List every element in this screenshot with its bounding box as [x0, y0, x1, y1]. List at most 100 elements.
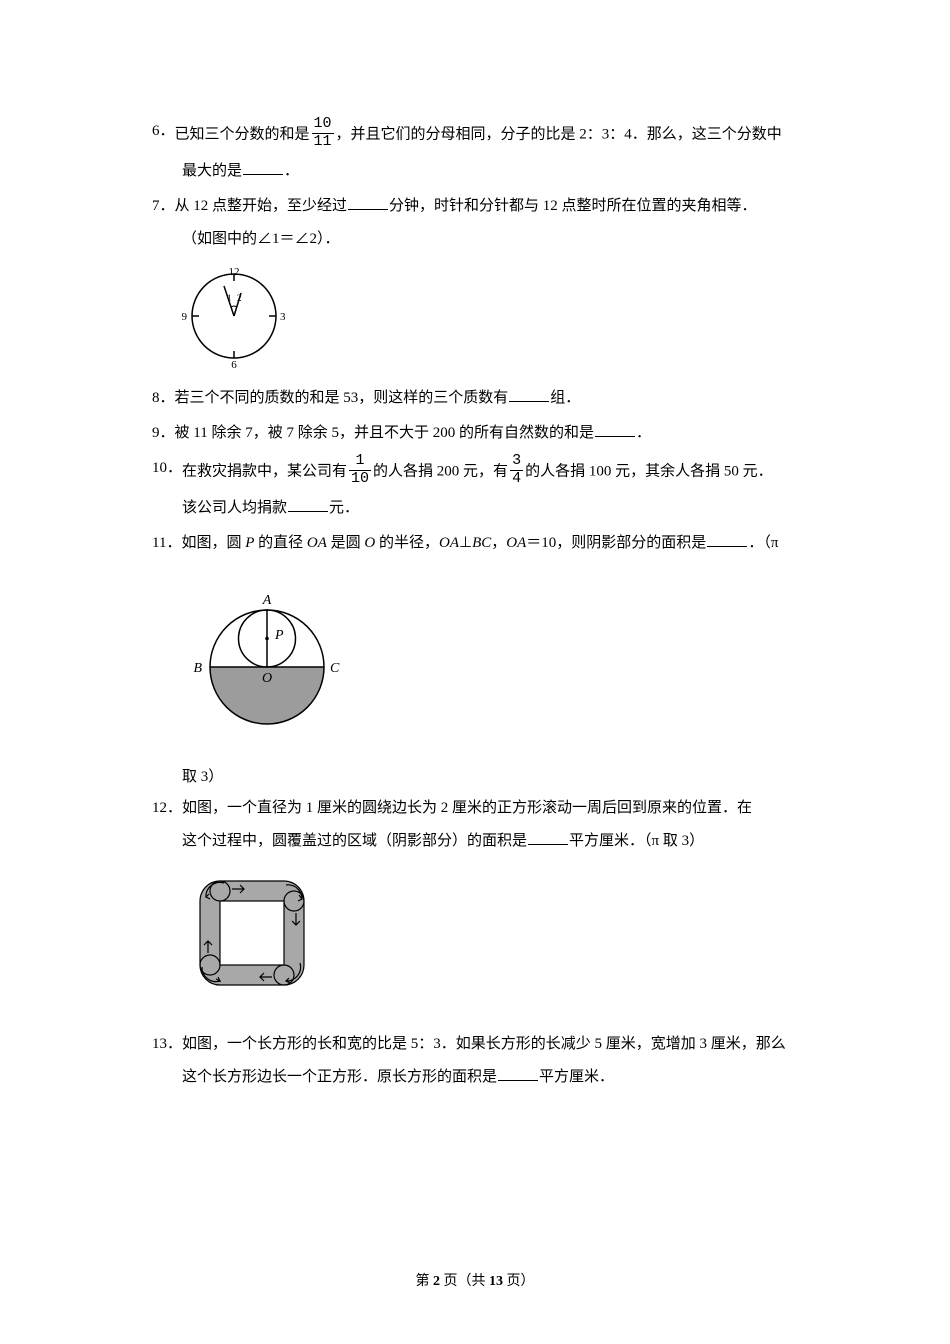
denominator: 10	[349, 471, 371, 488]
problem-number: 6．	[152, 118, 175, 145]
text: 最大的是	[182, 163, 242, 179]
label-C: C	[330, 661, 340, 676]
var-O: O	[364, 535, 375, 551]
text: 若三个不同的质数的和是 53，则这样的三个质数有	[175, 390, 509, 406]
blank	[595, 423, 635, 437]
text: 如图，一个长方形的长和宽的比是 5：3．如果长方形的长减少 5 厘米，宽增加 3…	[182, 1036, 786, 1052]
var-OA3: OA	[506, 535, 526, 551]
clock-figure: 12 3 6 9 1 2	[182, 261, 798, 381]
numerator: 3	[510, 453, 523, 471]
text: 该公司人均捐款	[182, 500, 287, 516]
label-O: O	[262, 671, 272, 686]
circle-figure: A P B O C 取 3）	[182, 579, 798, 791]
label-3: 3	[280, 311, 286, 323]
problem-text: 已知三个分数的和是1011，并且它们的分母相同，分子的比是 2：3：4．那么，这…	[175, 118, 798, 152]
label-6: 6	[231, 359, 237, 371]
problem-12: 12．如图，一个直径为 1 厘米的圆绕边长为 2 厘米的正方形滚动一周后回到原来…	[152, 795, 798, 855]
var-BC: BC	[472, 535, 491, 551]
problem-6: 6． 已知三个分数的和是1011，并且它们的分母相同，分子的比是 2：3：4．那…	[152, 118, 798, 185]
blank	[243, 161, 283, 175]
footer-mid: 页（共	[440, 1274, 489, 1289]
problem-text: 从 12 点整开始，至少经过分钟，时针和分针都与 12 点整时所在位置的夹角相等…	[175, 193, 798, 220]
text: ，并且它们的分母相同，分子的比是 2：3：4．那么，这三个分数中	[336, 126, 782, 142]
blank	[707, 533, 747, 547]
problem-11: 11．如图，圆 P 的直径 OA 是圆 O 的半径，OA⊥BC，OA＝10，则阴…	[152, 530, 798, 557]
blank	[498, 1067, 538, 1081]
problem-7: 7． 从 12 点整开始，至少经过分钟，时针和分针都与 12 点整时所在位置的夹…	[152, 193, 798, 253]
text: 的人各捐 100 元，其余人各捐 50 元．	[525, 463, 773, 479]
text: ．（π	[748, 535, 778, 551]
circle-svg: A P B O C	[182, 579, 352, 754]
square-figure	[182, 863, 798, 1013]
text: 的直径	[254, 535, 307, 551]
footer-total: 13	[489, 1274, 503, 1289]
problem-number: 7．	[152, 193, 175, 220]
numerator: 1	[349, 453, 371, 471]
text: 平方厘米．（π 取 3）	[569, 833, 704, 849]
problem-number: 9．	[152, 425, 175, 441]
text: （如图中的∠1＝∠2）．	[182, 231, 340, 247]
label-9: 9	[182, 311, 188, 323]
angle-1-label: 1	[227, 293, 232, 303]
text: 如图，一个直径为 1 厘米的圆绕边长为 2 厘米的正方形滚动一周后回到原来的位置…	[182, 800, 752, 816]
problem-9: 9．被 11 除余 7，被 7 除余 5，并且不大于 200 的所有自然数的和是…	[152, 420, 798, 447]
problem-7-line2: （如图中的∠1＝∠2）．	[152, 226, 798, 253]
label-P: P	[274, 628, 284, 643]
footer-prefix: 第	[416, 1274, 434, 1289]
blank	[288, 498, 328, 512]
blank	[509, 388, 549, 402]
inner-square	[220, 901, 284, 965]
label-12: 12	[229, 266, 240, 278]
problem-6-line2: 最大的是 ．	[152, 158, 798, 185]
problem-8: 8．若三个不同的质数的和是 53，则这样的三个质数有组．	[152, 385, 798, 412]
var-P: P	[245, 535, 254, 551]
text: 平方厘米．	[539, 1069, 614, 1085]
problem-12-line1: 12．如图，一个直径为 1 厘米的圆绕边长为 2 厘米的正方形滚动一周后回到原来…	[152, 795, 798, 822]
text: ．	[284, 163, 299, 179]
angle-2-label: 2	[237, 293, 242, 303]
text: ，	[491, 535, 506, 551]
blank	[528, 831, 568, 845]
text: 被 11 除余 7，被 7 除余 5，并且不大于 200 的所有自然数的和是	[175, 425, 594, 441]
text: 分钟，时针和分针都与 12 点整时所在位置的夹角相等．	[389, 198, 757, 214]
text: 如图，圆	[181, 535, 245, 551]
text: 元．	[329, 500, 359, 516]
problem-number: 10．	[152, 455, 182, 482]
fraction-3-4: 34	[510, 453, 523, 487]
problem-number: 11．	[152, 535, 181, 551]
problem-6-line1: 6． 已知三个分数的和是1011，并且它们的分母相同，分子的比是 2：3：4．那…	[152, 118, 798, 152]
fraction-1-10: 110	[349, 453, 371, 487]
denominator: 4	[510, 471, 523, 488]
denominator: 11	[312, 134, 334, 151]
problem-13: 13．如图，一个长方形的长和宽的比是 5：3．如果长方形的长减少 5 厘米，宽增…	[152, 1031, 798, 1091]
text: ⊥	[459, 535, 472, 551]
problem-13-line2: 这个长方形边长一个正方形．原长方形的面积是 平方厘米．	[152, 1064, 798, 1091]
text: 这个长方形边长一个正方形．原长方形的面积是	[182, 1069, 497, 1085]
point-P	[265, 637, 269, 641]
problem-number: 8．	[152, 390, 175, 406]
text: ．	[636, 425, 651, 441]
clock-svg: 12 3 6 9 1 2	[182, 261, 287, 371]
problem-13-line1: 13．如图，一个长方形的长和宽的比是 5：3．如果长方形的长减少 5 厘米，宽增…	[152, 1031, 798, 1058]
text: 已知三个分数的和是	[175, 126, 310, 142]
numerator: 10	[312, 116, 334, 134]
label-A: A	[262, 593, 272, 608]
text: 的人各捐 200 元，有	[373, 463, 508, 479]
text: 取 3）	[152, 769, 223, 785]
square-svg	[182, 863, 322, 1003]
page-footer: 第 2 页（共 13 页）	[0, 1269, 950, 1294]
problem-number: 13．	[152, 1036, 182, 1052]
problem-11-line1: 11．如图，圆 P 的直径 OA 是圆 O 的半径，OA⊥BC，OA＝10，则阴…	[152, 530, 798, 557]
label-B: B	[193, 661, 202, 676]
var-OA: OA	[307, 535, 327, 551]
blank	[348, 196, 388, 210]
problem-12-line2: 这个过程中，圆覆盖过的区域（阴影部分）的面积是 平方厘米．（π 取 3）	[152, 828, 798, 855]
text: 的半径，	[375, 535, 439, 551]
var-OA2: OA	[439, 535, 459, 551]
text: 这个过程中，圆覆盖过的区域（阴影部分）的面积是	[182, 833, 527, 849]
footer-page: 2	[433, 1274, 440, 1289]
problem-7-line1: 7． 从 12 点整开始，至少经过分钟，时针和分针都与 12 点整时所在位置的夹…	[152, 193, 798, 220]
text: ＝10，则阴影部分的面积是	[526, 535, 706, 551]
problem-number: 12．	[152, 800, 182, 816]
problem-11-line2: 取 3）	[152, 764, 798, 791]
